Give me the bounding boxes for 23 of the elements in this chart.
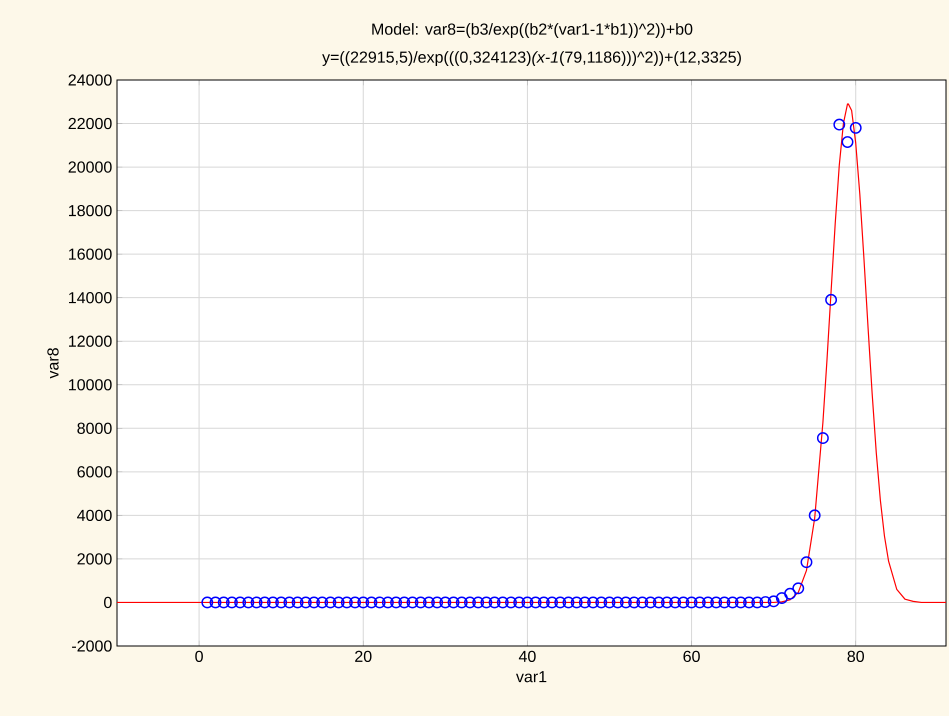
y-axis-title: var8 [47, 348, 59, 378]
chart-title: Model: var8=(b3/exp((b2*(var1-1*b1))^2))+b0 [372, 23, 692, 38]
y-tick-label: 10000 [69, 379, 112, 390]
y-tick-label: 12000 [69, 336, 112, 347]
y-tick-label: 20000 [68, 161, 112, 173]
y-tick-label: 24000 [68, 74, 112, 86]
y-tick-label: 16000 [69, 248, 112, 260]
y-tick-label: -2000 [72, 640, 112, 652]
x-tick-label: 40 [518, 650, 536, 662]
y-tick-label: 6000 [78, 466, 112, 478]
x-tick-label: 0 [195, 650, 203, 662]
x-tick-label: 80 [848, 650, 864, 662]
y-tick-label: 18000 [69, 204, 112, 216]
chart-subtitle: y=((22915,5)/exp(((0,324123)(x-1(79,1186)))^2))+(12,3325) [322, 51, 741, 66]
y-tick-label: 22000 [68, 118, 112, 130]
y-tick-label: 8000 [77, 422, 112, 434]
y-tick-label: 2000 [77, 553, 112, 565]
x-tick-label: 20 [355, 650, 372, 662]
y-tick-label: 14000 [69, 292, 112, 304]
y-tick-label: 4000 [77, 510, 112, 522]
x-tick-label: 60 [683, 650, 700, 662]
x-axis-title: var1 [516, 671, 546, 682]
y-tick-label: 0 [104, 596, 112, 608]
